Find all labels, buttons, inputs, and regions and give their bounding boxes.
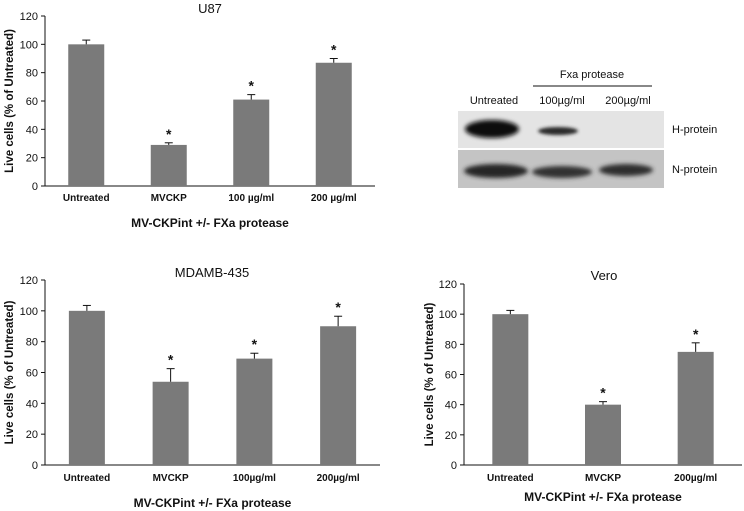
blot-lane-label-200: 200µg/ml — [605, 95, 650, 107]
bar — [152, 381, 189, 465]
h-band-100 — [538, 127, 578, 135]
x-tick-label: MVCKP — [151, 193, 187, 204]
bar — [68, 310, 105, 465]
significance-marker: * — [693, 326, 699, 342]
significance-marker: * — [600, 385, 606, 401]
chart-u87: U87 0 20 40 60 80 100 120 Live cells (% of Untre… — [4, 1, 375, 230]
h-band-untreated — [465, 120, 519, 138]
y-axis-label: Live cells (% of Untreated) — [424, 302, 436, 446]
bar — [585, 404, 621, 465]
bar — [677, 351, 714, 465]
significance-marker: * — [252, 336, 258, 352]
y-tick-label: 120 — [439, 279, 457, 291]
bar — [315, 62, 352, 186]
y-tick-label: 60 — [445, 370, 457, 382]
y-tick-label: 20 — [445, 430, 457, 442]
x-tick-label: 200µg/ml — [674, 473, 717, 484]
y-tick-label: 120 — [20, 275, 38, 287]
y-axis-label: Live cells (% of Untreated) — [4, 29, 16, 173]
significance-marker: * — [335, 299, 341, 315]
x-tick-label: Untreated — [64, 473, 111, 484]
x-tick-label: Untreated — [63, 193, 110, 204]
n-band-100 — [532, 166, 592, 178]
bar — [492, 314, 529, 465]
x-tick-label: 200 µg/ml — [311, 193, 357, 204]
significance-marker: * — [249, 78, 255, 94]
bar — [68, 44, 105, 187]
x-axis-label: MV-CKPint +/- FXa protease — [131, 216, 289, 230]
y-tick-label: 40 — [26, 398, 38, 410]
bar — [150, 144, 187, 186]
blot-band-label-h: H-protein — [672, 124, 717, 136]
y-tick-label: 20 — [26, 429, 38, 441]
chart-title: U87 — [198, 1, 222, 16]
y-tick-label: 80 — [26, 68, 38, 80]
y-tick-label: 60 — [26, 368, 38, 380]
bar — [236, 358, 273, 465]
y-tick-label: 100 — [20, 39, 38, 51]
chart-title: Vero — [591, 268, 618, 283]
y-tick-label: 40 — [445, 400, 457, 412]
x-tick-label: 100 µg/ml — [228, 193, 274, 204]
n-band-untreated — [464, 164, 528, 178]
x-axis-label: MV-CKPint +/- FXa protease — [524, 490, 682, 504]
x-tick-label: 200µg/ml — [317, 473, 360, 484]
chart-mdamb435: MDAMB-435 0 20 40 60 80 100 120 Live cells (% of… — [4, 265, 380, 510]
blot-lane-label-100: 100µg/ml — [539, 95, 584, 107]
y-tick-label: 100 — [439, 309, 457, 321]
significance-marker: * — [168, 352, 174, 368]
x-tick-label: Untreated — [487, 473, 534, 484]
y-tick-label: 40 — [26, 124, 38, 136]
y-tick-label: 80 — [26, 337, 38, 349]
bar — [320, 326, 357, 465]
y-tick-label: 80 — [445, 339, 457, 351]
y-tick-label: 20 — [26, 153, 38, 165]
blot-lane-label-untreated: Untreated — [470, 95, 518, 107]
y-tick-label: 0 — [32, 460, 38, 472]
blot-group-label: Fxa protease — [560, 69, 624, 81]
y-tick-label: 120 — [20, 11, 38, 23]
x-axis-label: MV-CKPint +/- FXa protease — [134, 496, 292, 510]
n-band-200 — [599, 164, 653, 176]
y-tick-label: 0 — [451, 460, 457, 472]
x-tick-label: 100µg/ml — [233, 473, 276, 484]
western-blot: Fxa protease Untreated 100µg/ml 200µg/ml… — [458, 69, 717, 188]
bar — [233, 99, 270, 186]
blot-band-label-n: N-protein — [672, 164, 717, 176]
y-tick-label: 100 — [20, 306, 38, 318]
y-tick-label: 60 — [26, 96, 38, 108]
significance-marker: * — [166, 126, 172, 142]
x-tick-label: MVCKP — [153, 473, 189, 484]
chart-title: MDAMB-435 — [175, 265, 249, 280]
x-tick-label: MVCKP — [585, 473, 621, 484]
y-tick-label: 0 — [32, 181, 38, 193]
significance-marker: * — [331, 42, 337, 58]
y-axis-label: Live cells (% of Untreated) — [4, 300, 16, 444]
